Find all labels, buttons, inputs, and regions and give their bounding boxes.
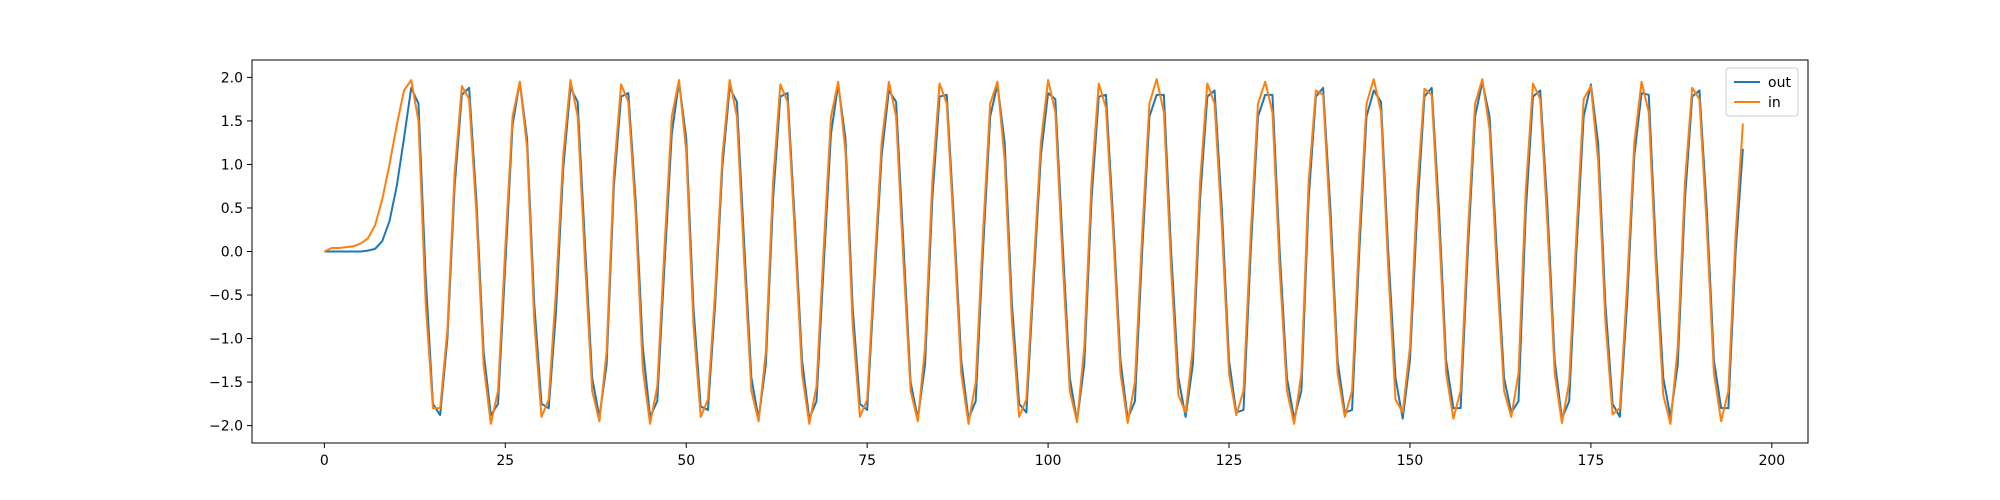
x-tick-label: 0 [320, 453, 329, 469]
legend-label-in: in [1768, 95, 1781, 111]
x-tick-label: 125 [1216, 453, 1243, 469]
y-tick-label: 1.0 [221, 157, 243, 173]
x-tick-label: 75 [858, 453, 876, 469]
y-tick-label: 0.0 [221, 245, 243, 261]
x-tick-label: 200 [1758, 453, 1785, 469]
y-tick-label: −1.0 [209, 332, 243, 348]
x-axis: 0 25 50 75 100 125 150 175 200 [320, 443, 1785, 469]
x-tick-label: 175 [1578, 453, 1605, 469]
series-layer [323, 78, 1744, 425]
y-tick-label: 0.5 [221, 201, 243, 217]
y-axis: −2.0 −1.5 −1.0 −0.5 0.0 0.5 1.0 1.5 2.0 [209, 70, 252, 435]
legend-box [1725, 67, 1799, 117]
x-tick-label: 100 [1035, 453, 1062, 469]
y-tick-label: 2.0 [221, 70, 243, 86]
legend-label-out: out [1768, 75, 1791, 91]
x-tick-label: 25 [496, 453, 514, 469]
y-tick-label: 1.5 [221, 114, 243, 130]
y-tick-label: −1.5 [209, 375, 243, 391]
x-tick-label: 150 [1397, 453, 1424, 469]
legend: out in [1725, 67, 1799, 117]
x-tick-label: 50 [677, 453, 695, 469]
y-tick-label: −2.0 [209, 419, 243, 435]
y-tick-label: −0.5 [209, 288, 243, 304]
series-line-in [323, 78, 1744, 425]
